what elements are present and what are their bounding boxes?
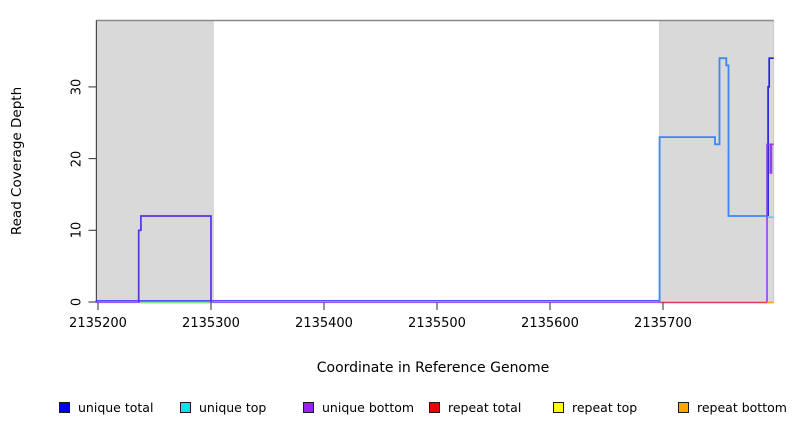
legend-swatch-icon <box>303 401 314 413</box>
legend-label: repeat bottom <box>697 399 787 415</box>
x-tick-label: 2135400 <box>295 316 353 331</box>
series-unique-coverage-right <box>658 57 767 302</box>
series-unique-total-right-edge <box>767 57 774 216</box>
legend-swatch-icon <box>429 401 440 413</box>
x-tick-label: 2135700 <box>634 316 692 331</box>
y-tick-label: 0 <box>69 297 85 307</box>
legend-label: unique total <box>78 399 154 415</box>
x-tick-label: 2135600 <box>521 316 579 331</box>
legend-label: unique bottom <box>322 399 415 415</box>
legend-swatch-icon <box>180 401 191 413</box>
x-tick-label: 2135300 <box>182 316 240 331</box>
legend-item-repeat-bottom: repeat bottom <box>678 399 787 415</box>
legend-swatch-icon <box>553 401 564 413</box>
y-tick-label: 20 <box>69 150 85 167</box>
legend-swatch-icon <box>59 401 70 413</box>
x-axis-title: Coordinate in Reference Genome <box>316 360 550 376</box>
legend-item-unique-bottom: unique bottom <box>303 399 415 415</box>
legend-item-repeat-top: repeat top <box>553 399 638 415</box>
highlight-region-1 <box>95 20 214 303</box>
legend-item-unique-total: unique total <box>59 399 154 415</box>
x-tick-label: 2135500 <box>408 316 466 331</box>
highlight-region-2 <box>659 20 775 303</box>
y-tick-label: 30 <box>69 78 85 96</box>
legend-item-repeat-total: repeat total <box>429 399 522 415</box>
legend-label: repeat total <box>448 399 522 415</box>
series-unique-coverage-box-left <box>137 215 212 302</box>
x-tick-label: 2135200 <box>69 316 127 331</box>
legend-label: repeat top <box>572 399 638 415</box>
legend-item-unique-top: unique top <box>180 399 267 415</box>
y-axis-title: Read Coverage Depth <box>9 86 25 236</box>
legend-label: unique top <box>199 399 267 415</box>
series-unique-bottom-right-edge <box>766 143 774 302</box>
y-tick-label: 10 <box>69 222 85 239</box>
legend-swatch-icon <box>678 401 689 413</box>
